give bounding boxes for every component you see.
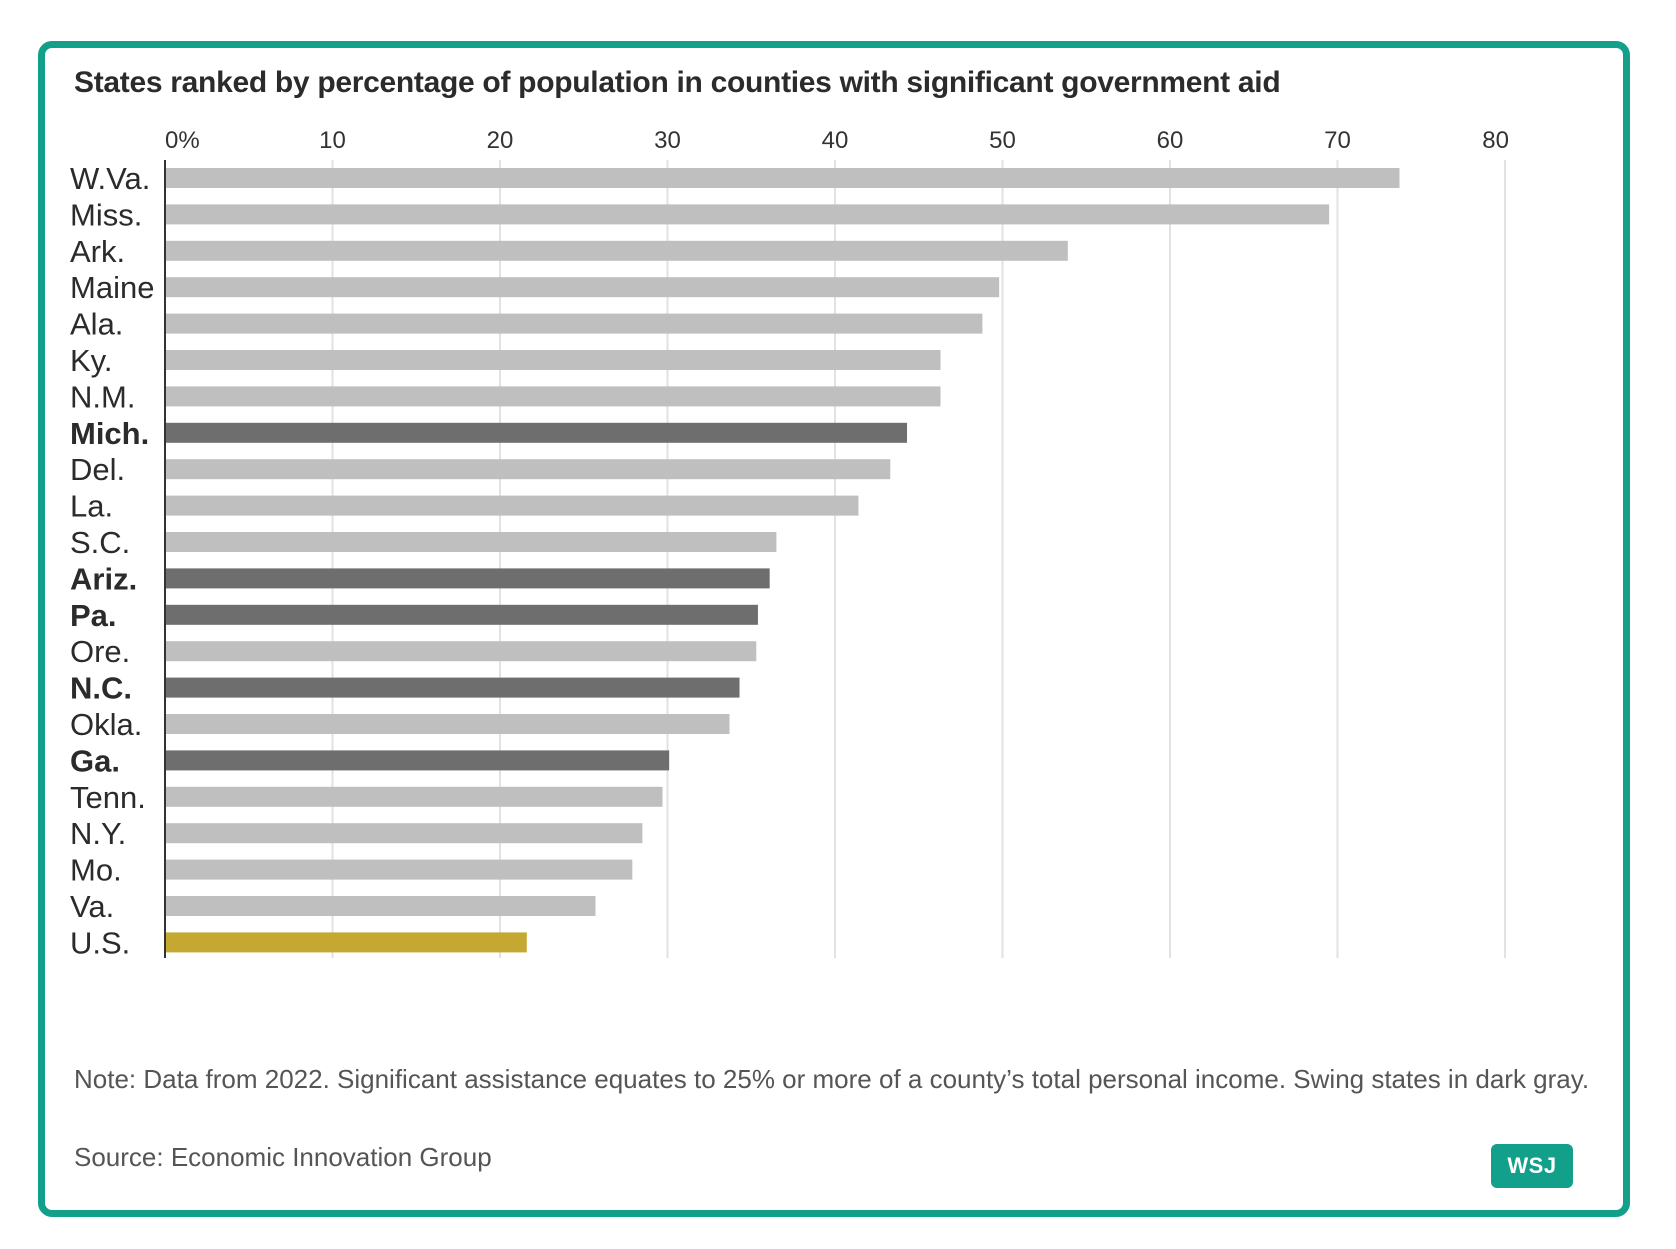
- category-label: W.Va.: [70, 161, 150, 196]
- x-tick-label: 50: [989, 127, 1016, 154]
- bar-maine: [165, 277, 1000, 298]
- wsj-logo: WSJ: [1491, 1144, 1573, 1188]
- x-tick-label: 40: [822, 127, 849, 154]
- bar-sc: [165, 532, 777, 552]
- category-label: Va.: [70, 889, 114, 924]
- x-tick-label: 20: [487, 127, 514, 154]
- x-tick-label: 0%: [165, 127, 200, 154]
- category-label: Ala.: [70, 307, 123, 342]
- bar-ala: [165, 313, 983, 334]
- category-label: Ariz.: [70, 561, 137, 596]
- bar-ariz: [165, 568, 770, 589]
- category-label: Ark.: [70, 234, 125, 269]
- category-label: Del.: [70, 452, 125, 487]
- category-label: La.: [70, 489, 113, 524]
- category-label: N.M.: [70, 379, 135, 414]
- category-label: N.C.: [70, 671, 132, 706]
- category-label: N.Y.: [70, 816, 126, 851]
- bar-ky: [165, 350, 941, 370]
- bar-nm: [165, 386, 941, 407]
- bar-la: [165, 495, 859, 516]
- bar-ore: [165, 641, 757, 662]
- bar-okla: [165, 714, 730, 734]
- bar-ga: [165, 750, 670, 771]
- bar-pa: [165, 604, 758, 625]
- bar-va: [165, 896, 596, 916]
- bar-ark: [165, 240, 1068, 261]
- bar-wva: [165, 168, 1400, 188]
- bars: [165, 168, 1400, 953]
- category-label: Ga.: [70, 743, 120, 778]
- category-labels: W.Va.Miss.Ark.MaineAla.Ky.N.M.Mich.Del.L…: [70, 161, 154, 960]
- chart-source: Source: Economic Innovation Group: [74, 1142, 492, 1172]
- bar-chart: 0% 10 20 30 40 50 60 70 80 W.Va.Miss.Ark.MaineAl…: [70, 127, 1509, 960]
- category-label: Mich.: [70, 416, 149, 451]
- category-label: Okla.: [70, 707, 142, 742]
- bar-miss: [165, 204, 1330, 225]
- category-label: Mo.: [70, 853, 122, 888]
- x-axis-ticks: 0% 10 20 30 40 50 60 70 80: [165, 127, 1509, 154]
- category-label: S.C.: [70, 525, 130, 560]
- chart-card: States ranked by percentage of populatio…: [38, 41, 1630, 1217]
- x-tick-label: 80: [1482, 127, 1509, 154]
- x-tick-label: 60: [1157, 127, 1184, 154]
- bar-tenn: [165, 786, 663, 807]
- chart-title: States ranked by percentage of populatio…: [74, 66, 1281, 99]
- category-label: Maine: [70, 270, 154, 305]
- category-label: Ore.: [70, 634, 130, 669]
- bar-us: [165, 932, 527, 953]
- category-label: Ky.: [70, 343, 113, 378]
- bar-mo: [165, 859, 633, 880]
- category-label: U.S.: [70, 925, 130, 960]
- bar-del: [165, 459, 891, 480]
- x-tick-label: 30: [654, 127, 681, 154]
- bar-nc: [165, 677, 740, 698]
- bar-mich: [165, 422, 908, 443]
- x-tick-label: 70: [1324, 127, 1351, 154]
- chart-note: Note: Data from 2022. Significant assist…: [74, 1064, 1590, 1094]
- category-label: Pa.: [70, 598, 117, 633]
- bar-ny: [165, 823, 643, 844]
- x-tick-label: 10: [319, 127, 346, 154]
- category-label: Miss.: [70, 197, 142, 232]
- category-label: Tenn.: [70, 780, 146, 815]
